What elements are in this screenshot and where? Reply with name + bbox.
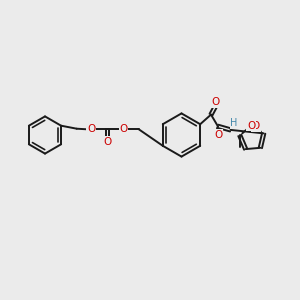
Text: O: O xyxy=(87,124,95,134)
Text: O: O xyxy=(252,121,260,131)
Text: O: O xyxy=(212,97,220,107)
Text: O: O xyxy=(247,121,255,131)
Text: O: O xyxy=(103,137,112,147)
Text: O: O xyxy=(119,124,127,134)
Text: H: H xyxy=(230,118,238,128)
Text: O: O xyxy=(215,130,223,140)
